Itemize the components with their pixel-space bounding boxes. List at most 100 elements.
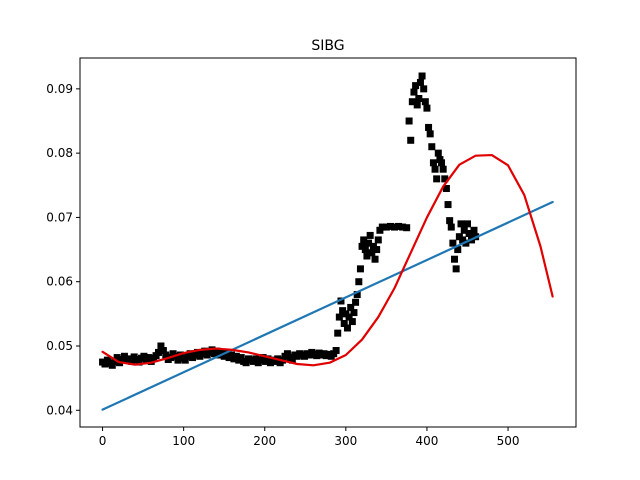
- scatter-point: [412, 82, 420, 90]
- scatter-point: [425, 123, 433, 131]
- scatter-point: [451, 255, 459, 263]
- scatter-point: [407, 136, 415, 144]
- scatter-point: [378, 223, 386, 231]
- scatter-point: [446, 217, 454, 225]
- scatter-point: [460, 226, 468, 234]
- scatter-point: [128, 357, 136, 365]
- scatter-point: [113, 354, 121, 362]
- scatter-point: [155, 348, 162, 356]
- scatter-point: [101, 360, 109, 368]
- scatter-point: [463, 220, 471, 228]
- axes-frame: [79, 57, 577, 428]
- x-tick-label: 200: [253, 434, 276, 448]
- scatter-point: [264, 355, 272, 363]
- scatter-point: [416, 78, 424, 86]
- y-tick-label: 0.06: [46, 275, 73, 289]
- x-tick-label: 0: [99, 434, 107, 448]
- x-axis: 0 100 200 300 400 500: [99, 427, 520, 448]
- scatter-point: [332, 347, 340, 354]
- scatter-point: [356, 265, 364, 273]
- scatter-point: [140, 352, 148, 360]
- scatter-point: [452, 265, 460, 273]
- scatter-point: [415, 95, 423, 102]
- scatter-point: [352, 298, 360, 306]
- polynomial-fit-line: [101, 153, 554, 367]
- linear-fit-line: [101, 200, 554, 411]
- scatter-point: [395, 222, 403, 230]
- y-tick-label: 0.08: [46, 146, 73, 160]
- scatter-point: [283, 350, 291, 358]
- scatter-point: [186, 350, 194, 358]
- scatter-point: [350, 309, 358, 317]
- y-axis: 0.04 0.05 0.06 0.07 0.08 0.09: [46, 82, 80, 417]
- scatter-point: [363, 252, 371, 260]
- scatter-point: [366, 231, 374, 239]
- scatter-point: [439, 165, 447, 173]
- scatter-point: [111, 357, 119, 365]
- scatter-point: [145, 354, 153, 362]
- scatter-point: [213, 347, 221, 355]
- scatter-point: [410, 88, 418, 96]
- y-tick-label: 0.05: [46, 339, 73, 353]
- scatter-point: [288, 356, 296, 364]
- scatter-point: [470, 226, 478, 234]
- scatter-point: [399, 223, 407, 231]
- x-tick-label: 300: [334, 434, 357, 448]
- scatter-point: [421, 98, 429, 106]
- scatter-point: [193, 348, 201, 356]
- scatter-point: [447, 223, 455, 231]
- scatter-point: [232, 352, 240, 360]
- scatter-point: [259, 354, 267, 362]
- scatter-point: [353, 291, 361, 299]
- scatter-point: [334, 329, 342, 337]
- scatter-point: [120, 352, 128, 360]
- scatter-point: [374, 236, 382, 244]
- scatter-point: [252, 355, 260, 363]
- scatter-point: [438, 159, 446, 167]
- scatter-point: [368, 249, 376, 257]
- scatter-point: [454, 246, 462, 254]
- scatter-point: [355, 278, 363, 286]
- scatter-point: [457, 220, 465, 228]
- scatter-point: [347, 303, 355, 311]
- x-tick-label: 100: [172, 434, 195, 448]
- scatter-point: [242, 359, 250, 367]
- x-tick-label: 500: [497, 434, 520, 448]
- scatter-point: [442, 185, 450, 192]
- scatter-point: [108, 361, 116, 369]
- scatter-point: [429, 159, 437, 167]
- chart-title: SIBG: [311, 38, 344, 54]
- scatter-point: [218, 348, 226, 356]
- scatter-point: [337, 297, 345, 305]
- scatter-point: [433, 175, 441, 183]
- scatter-point: [157, 342, 165, 350]
- scatter-point: [237, 354, 245, 362]
- scatter-point: [423, 104, 431, 112]
- scatter-point: [428, 143, 436, 151]
- scatter-point: [382, 223, 390, 231]
- scatter-point: [159, 347, 167, 354]
- scatter-series: [99, 72, 480, 369]
- scatter-point: [135, 358, 143, 366]
- scatter-point: [371, 255, 379, 263]
- y-tick-label: 0.09: [46, 82, 73, 96]
- scatter-point: [434, 149, 442, 157]
- scatter-point: [413, 101, 421, 109]
- scatter-point: [391, 223, 398, 231]
- plot-area: [99, 72, 554, 411]
- scatter-point: [340, 320, 348, 327]
- x-tick-label: 400: [415, 434, 438, 448]
- scatter-point: [361, 246, 369, 254]
- y-tick-label: 0.04: [46, 403, 73, 417]
- scatter-point: [420, 85, 428, 93]
- scatter-point: [201, 347, 209, 355]
- scatter-point: [405, 117, 413, 125]
- scatter-point: [181, 356, 189, 364]
- scatter-point: [403, 224, 411, 232]
- scatter-point: [386, 222, 394, 230]
- scatter-point: [441, 175, 449, 183]
- scatter-point: [360, 236, 368, 244]
- scatter-point: [431, 165, 439, 173]
- scatter-point: [335, 313, 343, 321]
